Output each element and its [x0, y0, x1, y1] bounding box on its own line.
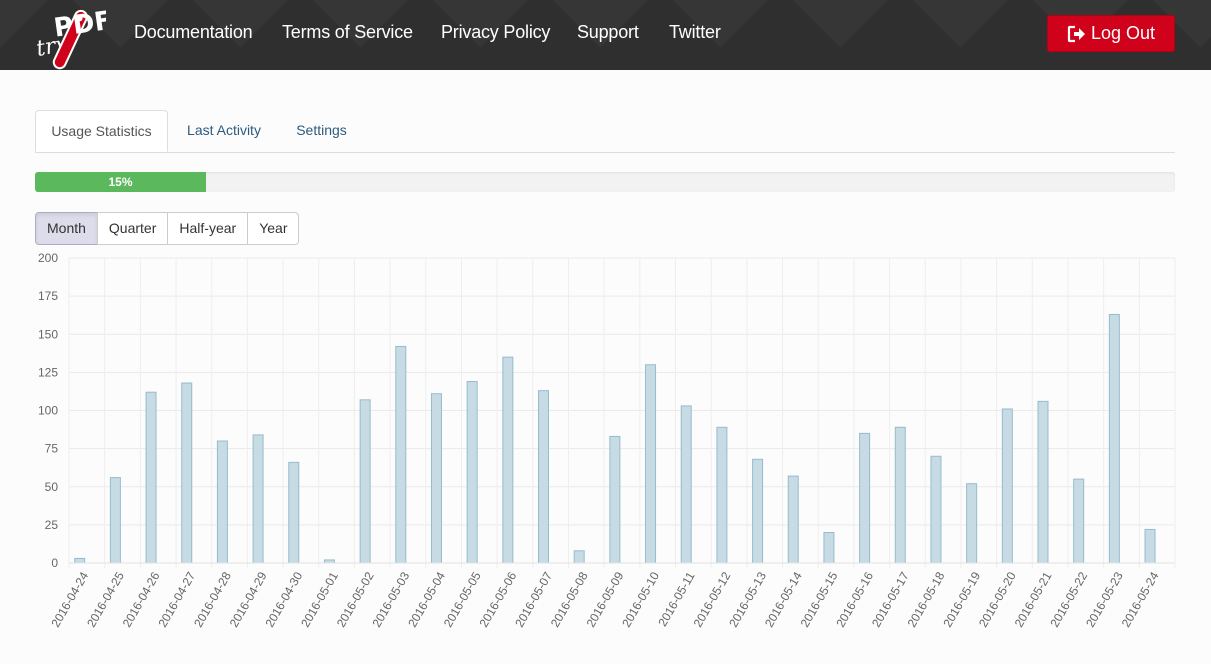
- chart-bar: [930, 455, 942, 564]
- chart-bar: [395, 345, 407, 564]
- chart-bar: [573, 550, 585, 564]
- chart-bar: [752, 458, 764, 564]
- usage-progress: 15%: [35, 172, 1175, 192]
- chart-bar: [74, 557, 86, 564]
- chart-bar: [645, 364, 657, 564]
- progress-bar: 15%: [35, 172, 206, 192]
- chart-bar: [359, 399, 371, 564]
- chart-bar: [1037, 400, 1049, 564]
- svg-text:PDF: PDF: [52, 6, 106, 44]
- chart-bar: [216, 440, 228, 564]
- y-tick-label: 75: [45, 442, 59, 456]
- x-tick-label: 2016-05-24: [1119, 569, 1162, 629]
- chart-bar: [859, 432, 871, 564]
- chart-bar: [680, 405, 692, 564]
- range-month-button[interactable]: Month: [35, 212, 98, 245]
- logout-button[interactable]: Log Out: [1047, 15, 1175, 52]
- y-tick-label: 50: [45, 480, 59, 494]
- chart-bar: [181, 382, 193, 564]
- nav-twitter[interactable]: Twitter: [669, 22, 721, 42]
- nav-support[interactable]: Support: [577, 22, 639, 42]
- range-half-year-button[interactable]: Half-year: [167, 212, 249, 245]
- chart-bar: [966, 483, 978, 564]
- y-tick-label: 200: [38, 251, 58, 265]
- y-tick-label: 125: [38, 365, 58, 379]
- chart-bar: [1073, 478, 1085, 564]
- tab-usage-statistics[interactable]: Usage Statistics: [35, 110, 168, 152]
- y-tick-label: 175: [38, 289, 58, 303]
- usage-bar-chart: 02550751001251501752002016-04-242016-04-…: [38, 251, 1176, 630]
- chart-bar: [466, 381, 478, 564]
- range-quarter-button[interactable]: Quarter: [96, 212, 169, 245]
- nav-documentation[interactable]: Documentation: [134, 22, 253, 42]
- logout-icon: [1067, 25, 1085, 42]
- tab-settings[interactable]: Settings: [296, 122, 347, 138]
- chart-bar: [609, 435, 621, 564]
- chart-bar: [538, 390, 550, 564]
- chart-bar: [430, 393, 442, 564]
- logout-label: Log Out: [1090, 23, 1156, 43]
- range-button-group: Month Quarter Half-year Year: [35, 212, 300, 245]
- y-tick-label: 25: [45, 518, 59, 532]
- nav-terms-of-service[interactable]: Terms of Service: [282, 22, 413, 42]
- chart-bar: [716, 426, 728, 564]
- chart-bar: [1108, 313, 1120, 564]
- nav-privacy-policy[interactable]: Privacy Policy: [441, 22, 551, 42]
- chart-bar: [894, 426, 906, 564]
- y-tick-label: 150: [38, 327, 58, 341]
- tab-bar: Usage Statistics Last Activity Settings: [35, 110, 1175, 153]
- chart-bar: [288, 461, 300, 564]
- chart-bar: [1144, 528, 1156, 564]
- range-year-button[interactable]: Year: [247, 212, 300, 245]
- y-tick-label: 100: [38, 404, 58, 418]
- y-tick-label: 0: [51, 556, 58, 570]
- chart-bar: [502, 356, 514, 564]
- chart-bar: [823, 532, 835, 564]
- chart-bar: [787, 475, 799, 564]
- chart-bar: [109, 477, 121, 564]
- logo[interactable]: try PDF: [34, 6, 106, 82]
- chart-bar: [1001, 408, 1013, 564]
- chart-bar: [252, 434, 264, 564]
- tab-last-activity[interactable]: Last Activity: [187, 122, 261, 138]
- top-navbar: try PDF Documentation Terms of Service P…: [0, 0, 1211, 70]
- chart-bar: [145, 391, 157, 564]
